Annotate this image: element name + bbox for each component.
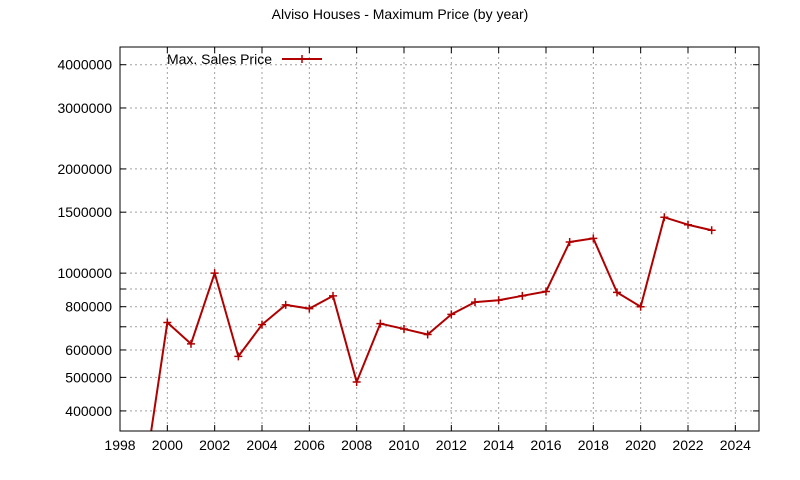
data-point-marker (471, 298, 479, 307)
data-point-marker (187, 339, 195, 348)
series-layer (150, 213, 716, 431)
y-tick-label: 2000000 (57, 161, 112, 177)
data-point-marker (447, 310, 456, 319)
data-point-marker (518, 291, 527, 300)
data-point-marker (660, 213, 669, 222)
y-tick-label: 800000 (65, 299, 112, 315)
data-point-marker (329, 291, 337, 300)
legend-label: Max. Sales Price (167, 51, 272, 67)
legend: Max. Sales Price (167, 51, 322, 67)
y-tick-label: 400000 (65, 403, 112, 419)
axis-ticks: 1998 2000 2002 2004 2006 2008 2010 2012 2014 2016… (57, 47, 759, 453)
y-tick-label: 4000000 (57, 57, 112, 73)
y-tick-label: 600000 (65, 342, 112, 358)
x-tick-label: 2020 (625, 437, 656, 453)
data-point-marker (589, 234, 598, 243)
plot-frame (119, 46, 760, 432)
data-point-marker (352, 377, 361, 386)
data-point-marker (565, 238, 574, 247)
x-tick-label: 2008 (341, 437, 372, 453)
data-point-marker (636, 302, 645, 311)
data-point-marker (684, 220, 692, 229)
x-tick-label: 1998 (104, 437, 135, 453)
series-line-group (150, 213, 716, 431)
y-tick-label: 1500000 (57, 204, 112, 220)
data-point-marker (305, 304, 314, 313)
data-point-marker (707, 226, 716, 235)
y-tick-label: 1000000 (57, 265, 112, 281)
data-point-marker (281, 300, 290, 309)
legend-marker (298, 55, 306, 63)
data-point-marker (542, 287, 550, 296)
data-point-marker (210, 269, 219, 278)
x-tick-label: 2004 (246, 437, 277, 453)
x-tick-label: 2016 (530, 437, 561, 453)
data-point-marker (258, 320, 266, 329)
x-tick-label: 2014 (483, 437, 514, 453)
x-tick-label: 2012 (436, 437, 467, 453)
chart-title: Alviso Houses - Maximum Price (by year) (272, 6, 529, 22)
data-point-marker (494, 296, 503, 305)
x-tick-label: 2018 (578, 437, 609, 453)
data-point-marker (400, 324, 408, 333)
y-tick-label: 500000 (65, 369, 112, 385)
grid (120, 47, 759, 431)
x-tick-label: 2000 (152, 437, 183, 453)
x-tick-label: 2006 (294, 437, 325, 453)
data-point-marker (163, 318, 172, 327)
x-tick-label: 2002 (199, 437, 230, 453)
y-tick-label: 3000000 (57, 100, 112, 116)
x-tick-label: 2024 (720, 437, 751, 453)
x-tick-label: 2022 (672, 437, 703, 453)
data-point-marker (376, 319, 385, 328)
x-tick-label: 2010 (388, 437, 419, 453)
data-point-marker (234, 352, 243, 361)
data-point-marker (613, 288, 621, 297)
data-point-marker (423, 330, 432, 339)
